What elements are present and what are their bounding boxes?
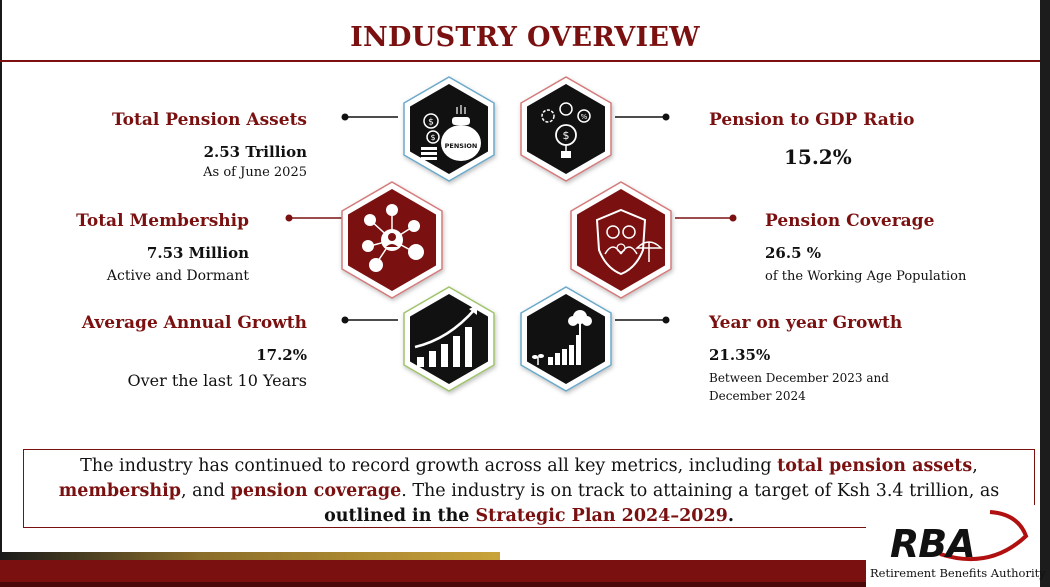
summary-text-4: . The industry is on track to attaining …: [401, 481, 1000, 501]
yoy-growth-value: 21.35%: [709, 346, 771, 364]
summary-text-6: .: [727, 506, 734, 526]
gear-chart-icon: $ %: [520, 76, 612, 182]
footer-red-band: [0, 560, 870, 582]
summary-text-2: ,: [972, 456, 978, 476]
network-people-icon: [341, 181, 443, 299]
summary-text-3: , and: [180, 481, 231, 501]
connector-lines: [285, 113, 737, 324]
svg-text:%: %: [581, 113, 588, 121]
hexagon-diagram: $ $ PENSION $ %: [285, 76, 737, 392]
window-edge: [1040, 0, 1050, 587]
coverage-label: Pension Coverage: [765, 211, 935, 231]
money-bag-icon: $ $ PENSION: [403, 76, 495, 182]
yoy-growth-label: Year on year Growth: [709, 313, 903, 333]
coverage-note: of the Working Age Population: [765, 269, 967, 284]
growth-bars-icon: [403, 286, 495, 392]
footer-gold-stripe: [0, 552, 500, 560]
summary-highlight-coverage: pension coverage: [230, 481, 402, 501]
gdp-ratio-label: Pension to GDP Ratio: [709, 110, 915, 130]
avg-growth-label: Average Annual Growth: [81, 313, 307, 333]
logo-swoosh-icon: [939, 510, 1029, 562]
avg-growth-value: 17.2%: [256, 346, 307, 364]
total-assets-value: 2.53 Trillion: [203, 143, 307, 161]
svg-text:PENSION: PENSION: [445, 142, 478, 150]
gdp-ratio-value: 15.2%: [784, 145, 852, 169]
svg-text:$: $: [563, 129, 570, 142]
title-divider: [0, 60, 1040, 62]
summary-text-1: The industry has continued to record gro…: [80, 456, 778, 476]
svg-text:$: $: [430, 133, 435, 142]
page-title: INDUSTRY OVERVIEW: [350, 22, 700, 53]
footer-dark-band: [0, 582, 870, 587]
tree-growth-icon: [520, 286, 612, 392]
summary-highlight-plan: Strategic Plan 2024–2029: [475, 506, 728, 526]
membership-label: Total Membership: [76, 211, 249, 231]
logo-mark: RBA: [890, 522, 976, 566]
avg-growth-note: Over the last 10 Years: [127, 371, 307, 390]
yoy-growth-note-line2: December 2024: [709, 389, 806, 403]
yoy-growth-note-line1: Between December 2023 and: [709, 371, 889, 385]
membership-value: 7.53 Million: [146, 244, 249, 262]
total-assets-label: Total Pension Assets: [111, 110, 307, 130]
membership-note: Active and Dormant: [106, 268, 249, 284]
summary-box: The industry has continued to record gro…: [23, 449, 1035, 528]
summary-text-5: outlined in the: [324, 506, 476, 526]
logo-name: Retirement Benefits Authority: [870, 566, 1046, 580]
total-assets-note: As of June 2025: [203, 165, 307, 180]
coverage-value: 26.5 %: [765, 244, 822, 262]
svg-text:$: $: [428, 118, 434, 128]
shield-family-icon: [570, 181, 672, 299]
summary-highlight-assets: total pension assets: [777, 456, 973, 476]
summary-highlight-membership: membership: [58, 481, 181, 501]
